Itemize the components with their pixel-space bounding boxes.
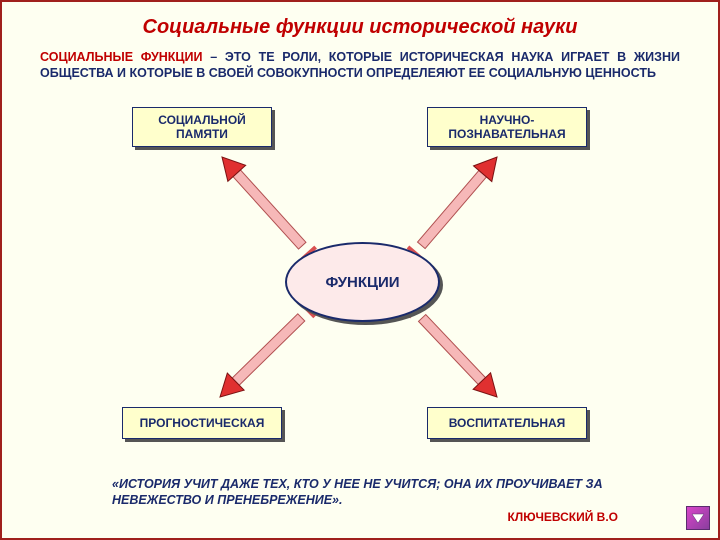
node-scientific-cognitive: НАУЧНО-ПОЗНАВАТЕЛЬНАЯ — [427, 107, 587, 147]
page-title: Социальные функции исторической науки — [2, 2, 718, 39]
center-node: ФУНКЦИИ — [285, 242, 440, 322]
diagram-area: СОЦИАЛЬНОЙПАМЯТИ НАУЧНО-ПОЗНАВАТЕЛЬНАЯ П… — [2, 97, 720, 467]
quote-text: «ИСТОРИЯ УЧИТ ДАЖЕ ТЕХ, КТО У НЕЕ НЕ УЧИ… — [112, 476, 632, 509]
chevron-down-icon — [690, 510, 706, 526]
node-social-memory: СОЦИАЛЬНОЙПАМЯТИ — [132, 107, 272, 147]
quote-author: КЛЮЧЕВСКИЙ В.О — [507, 510, 618, 524]
subtitle-lead: СОЦИАЛЬНЫЕ ФУНКЦИИ — [40, 50, 203, 64]
next-slide-button[interactable] — [686, 506, 710, 530]
node-prognostic: ПРОГНОСТИЧЕСКАЯ — [122, 407, 282, 439]
node-educational: ВОСПИТАТЕЛЬНАЯ — [427, 407, 587, 439]
center-label: ФУНКЦИИ — [325, 274, 399, 291]
subtitle: СОЦИАЛЬНЫЕ ФУНКЦИИ – ЭТО ТЕ РОЛИ, КОТОРЫ… — [2, 39, 718, 82]
